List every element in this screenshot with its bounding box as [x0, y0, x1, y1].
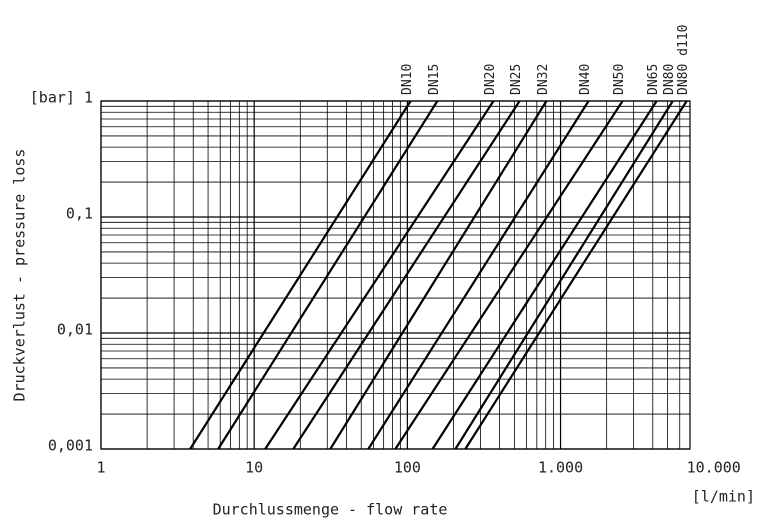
- series-label: DN40: [578, 64, 593, 95]
- x-tick-label: 100: [394, 459, 421, 477]
- x-tick-label: 1: [96, 459, 105, 477]
- y-tick-label: 0,1: [66, 205, 93, 223]
- series-line: [264, 100, 495, 450]
- series-label: DN50: [612, 64, 627, 95]
- series-label: DN80 d110: [676, 25, 691, 95]
- x-axis-unit: [l/min]: [692, 488, 755, 506]
- series-line: [292, 100, 521, 450]
- y-tick-label: [bar] 1: [30, 89, 93, 107]
- x-axis-title: Durchlussmenge - flow rate: [213, 501, 448, 519]
- series-line: [454, 100, 674, 450]
- series-line: [464, 100, 688, 450]
- series-label: DN15: [427, 64, 442, 95]
- series-line: [367, 100, 590, 450]
- series-label: DN80: [662, 64, 677, 95]
- series-line: [217, 100, 439, 450]
- series-line: [189, 100, 412, 450]
- series-label: DN25: [509, 64, 524, 95]
- series-label: DN32: [536, 64, 551, 95]
- series-line: [329, 100, 548, 450]
- plot-frame: [100, 100, 691, 450]
- y-axis-title: Druckverlust - pressure loss: [11, 149, 29, 402]
- x-tick-label: 10.000: [687, 459, 741, 477]
- series-line: [431, 100, 658, 450]
- x-tick-label: 10: [245, 459, 263, 477]
- series-label: DN20: [483, 64, 498, 95]
- y-tick-label: 0,001: [48, 437, 93, 455]
- series-line: [394, 100, 624, 450]
- series-label: DN65: [646, 64, 661, 95]
- x-tick-label: 1.000: [538, 459, 583, 477]
- y-tick-label: 0,01: [57, 321, 93, 339]
- series-label: DN10: [400, 64, 415, 95]
